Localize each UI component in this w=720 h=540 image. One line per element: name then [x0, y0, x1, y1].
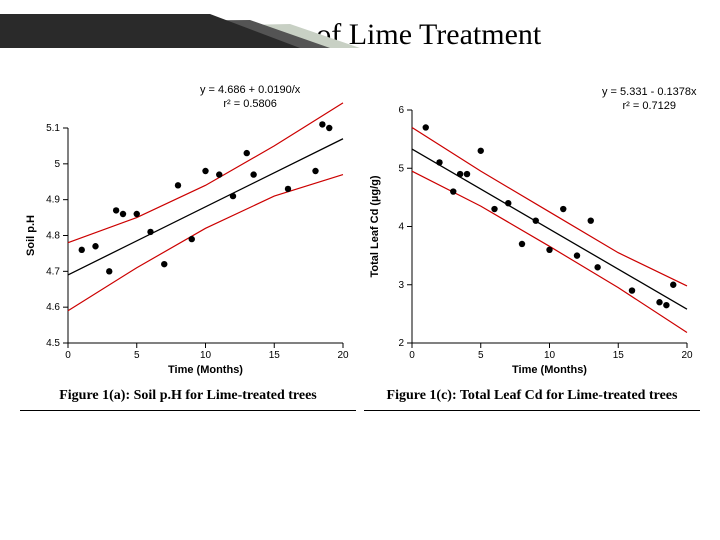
- svg-text:4.7: 4.7: [46, 266, 60, 277]
- svg-text:Time (Months): Time (Months): [168, 364, 243, 376]
- left-equation: y = 4.686 + 0.0190/x r² = 0.5806: [200, 84, 300, 112]
- svg-text:5.1: 5.1: [46, 123, 60, 134]
- charts-row: 051015204.54.64.74.84.955.1Time (Months)…: [20, 80, 700, 411]
- eq-line2: r² = 0.7129: [622, 100, 676, 112]
- left-chart: 0 5 10 15 20 4.5 4.6 4.7 4.8 4.9 5 5.1 Time (Months)…: [20, 80, 356, 380]
- svg-text:Soil p.H: Soil p.H: [25, 215, 37, 256]
- eq-line1: y = 5.331 - 0.1378x: [602, 86, 696, 98]
- svg-text:Total Leaf Cd (µg/g): Total Leaf Cd (µg/g): [369, 175, 381, 277]
- svg-text:20: 20: [337, 350, 349, 361]
- corner-decor: [0, 0, 360, 48]
- svg-text:4.9: 4.9: [46, 195, 60, 206]
- right-equation: y = 5.331 - 0.1378x r² = 0.7129: [602, 86, 696, 114]
- svg-text:0: 0: [409, 350, 415, 361]
- svg-text:10: 10: [200, 350, 212, 361]
- svg-text:5: 5: [54, 159, 60, 170]
- svg-text:20: 20: [681, 350, 693, 361]
- svg-text:2: 2: [398, 338, 404, 349]
- svg-text:4.6: 4.6: [46, 302, 60, 313]
- left-caption: Figure 1(a): Soil p.H for Lime-treated t…: [20, 388, 356, 404]
- svg-text:5: 5: [134, 350, 140, 361]
- right-caption: Figure 1(c): Total Leaf Cd for Lime-trea…: [364, 388, 700, 404]
- svg-text:0: 0: [65, 350, 71, 361]
- svg-text:10: 10: [544, 350, 556, 361]
- svg-text:4: 4: [398, 222, 404, 233]
- right-panel: 0 5 10 15 20 2 3 4 5 6 Time (Months) Total Leaf Cd …: [364, 80, 700, 411]
- svg-text:6: 6: [398, 105, 404, 116]
- eq-line1: y = 4.686 + 0.0190/x: [200, 84, 300, 96]
- svg-text:Time (Months): Time (Months): [512, 364, 587, 376]
- svg-text:3: 3: [398, 280, 404, 291]
- eq-line2: r² = 0.5806: [223, 98, 277, 110]
- right-chart: 0 5 10 15 20 2 3 4 5 6 Time (Months) Total Leaf Cd …: [364, 80, 700, 380]
- svg-text:15: 15: [269, 350, 281, 361]
- svg-text:5: 5: [478, 350, 484, 361]
- svg-text:4.8: 4.8: [46, 231, 60, 242]
- svg-text:15: 15: [613, 350, 625, 361]
- svg-text:5: 5: [398, 163, 404, 174]
- left-panel: 0 5 10 15 20 4.5 4.6 4.7 4.8 4.9 5 5.1 Time (Months)…: [20, 80, 356, 411]
- svg-text:4.5: 4.5: [46, 338, 60, 349]
